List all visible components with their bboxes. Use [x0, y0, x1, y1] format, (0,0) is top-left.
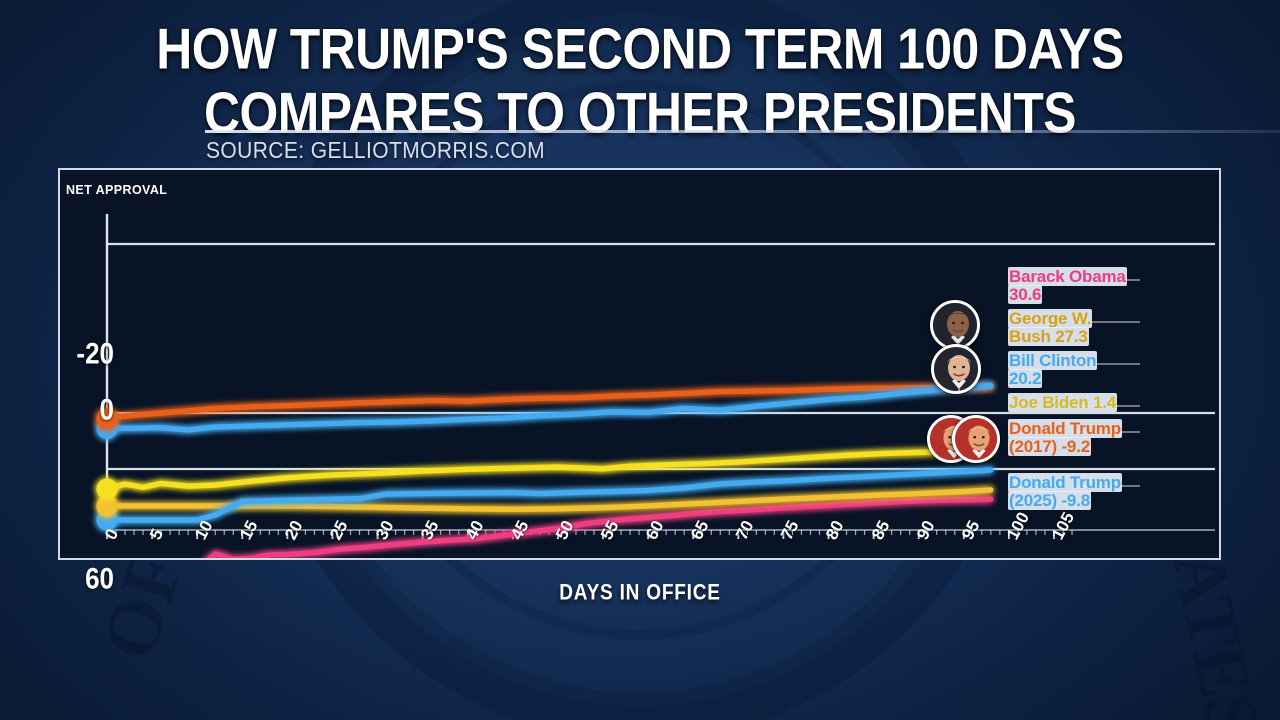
- legend-entry: Bill Clinton 20.2: [1008, 351, 1130, 388]
- legend-entry: Donald Trump (2017) -9.2: [1008, 419, 1130, 456]
- legend-entry-label: Joe Biden 1.4: [1008, 393, 1117, 412]
- page-title-line-1: HOW TRUMP'S SECOND TERM 100 DAYS: [156, 16, 1124, 81]
- biden-avatar: [931, 344, 981, 394]
- obama-avatar: [930, 300, 980, 350]
- series-line: [104, 447, 994, 492]
- legend-entry: George W. Bush 27.3: [1008, 309, 1130, 346]
- legend-entry: Donald Trump (2025) -9.8: [1008, 473, 1130, 510]
- series-line: [104, 487, 994, 513]
- header: HOW TRUMP'S SECOND TERM 100 DAYS COMPARE…: [0, 0, 1280, 164]
- page-title-line-2: COMPARES TO OTHER PRESIDENTS: [204, 80, 1076, 145]
- legend-entry-label: Donald Trump (2017) -9.2: [1008, 419, 1122, 456]
- line-chart-plot: [96, 214, 1215, 558]
- series-line: [104, 467, 994, 523]
- legend-entry-label: George W. Bush 27.3: [1008, 309, 1093, 346]
- series-line: [206, 496, 994, 558]
- title-divider: [205, 130, 1280, 133]
- y-tick-label: -20: [76, 335, 114, 370]
- legend-entry-label: Bill Clinton 20.2: [1008, 351, 1098, 388]
- source-attribution: SOURCE: GELLIOTMORRIS.COM: [206, 138, 546, 164]
- legend-entry: Barack Obama 30.6: [1008, 267, 1130, 304]
- start-marker: [96, 495, 118, 517]
- y-tick-label: 60: [85, 560, 114, 596]
- start-marker: [96, 408, 118, 430]
- trump-2025-avatar: [952, 415, 1000, 463]
- start-marker: [96, 478, 118, 500]
- legend-entry-label: Donald Trump (2025) -9.8: [1008, 473, 1122, 510]
- y-axis-title: NET APPROVAL: [66, 183, 168, 197]
- series-line: [104, 384, 994, 422]
- legend-entry-label: Barack Obama 30.6: [1008, 267, 1127, 304]
- legend-entry: Joe Biden 1.4: [1008, 393, 1117, 412]
- series-line: [104, 382, 994, 433]
- y-tick-label: 0: [99, 391, 114, 427]
- x-axis-title: DAYS IN OFFICE: [559, 581, 721, 606]
